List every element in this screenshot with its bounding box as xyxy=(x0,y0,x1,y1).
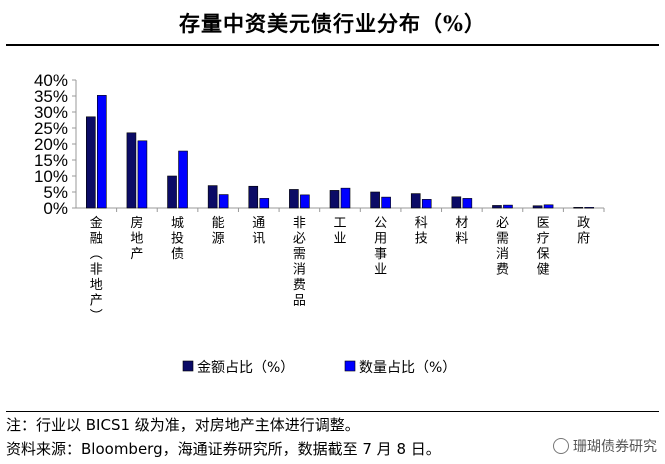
y-tick-label: 35% xyxy=(34,87,68,106)
x-tick-label: 通讯 xyxy=(252,216,265,247)
watermark-text: 珊瑚债券研究 xyxy=(573,439,657,455)
bar-count xyxy=(300,194,310,209)
y-tick-label: 25% xyxy=(34,119,68,138)
x-tick-label: 公用事业 xyxy=(374,216,387,278)
bar-amount xyxy=(207,185,218,209)
bar-chart: 0%5%10%15%20%25%30%35%40% 金融︵非地产︶ 房地产 城投债 能… xyxy=(34,71,605,376)
y-tick-label: 5% xyxy=(43,183,68,202)
x-tick-label: 城投债 xyxy=(171,216,184,262)
bar-count xyxy=(462,198,473,209)
y-tick-label: 40% xyxy=(34,71,68,90)
bar-count xyxy=(381,196,391,209)
bar-amount xyxy=(126,132,137,209)
x-tick-label: 房地产 xyxy=(130,215,143,262)
bar-count xyxy=(218,194,229,209)
bar-count xyxy=(97,95,107,209)
x-tick-label: 必需消费 xyxy=(496,216,509,278)
source-line: 资料来源：Bloomberg，海通证券研究所，数据截至 7 月 8 日。 xyxy=(6,440,441,458)
legend-label: 数量占比（%） xyxy=(359,360,456,376)
y-tick-label: 0% xyxy=(43,199,68,218)
bar-amount xyxy=(451,196,462,209)
y-tick-label: 10% xyxy=(34,167,68,186)
bar-count xyxy=(584,207,594,209)
bar-count xyxy=(178,150,188,209)
bar-amount xyxy=(329,190,340,209)
bar-count xyxy=(137,140,148,209)
x-tick-label: 金融︵非地产︶ xyxy=(90,215,103,324)
wechat-icon xyxy=(553,438,569,454)
bar-count xyxy=(340,187,351,209)
x-tick-label: 科技 xyxy=(415,216,428,247)
axes: 0%5%10%15%20%25%30%35%40% xyxy=(34,71,605,218)
bar-amount xyxy=(410,193,421,209)
chart-title: 存量中资美元债行业分布（%） xyxy=(179,11,486,36)
bar-amount xyxy=(532,205,543,209)
bar-count xyxy=(503,204,513,209)
bar-count xyxy=(259,198,270,209)
bar-count xyxy=(421,199,432,209)
bar-amount xyxy=(573,207,583,209)
legend-swatch xyxy=(344,360,356,372)
x-tick-label: 能源 xyxy=(212,216,225,247)
x-tick-label: 医疗保健 xyxy=(537,216,550,278)
x-tick-label: 非必需消费品 xyxy=(293,216,306,309)
watermark: 珊瑚债券研究 xyxy=(553,436,657,456)
bar-amount xyxy=(248,185,259,209)
bar-amount xyxy=(289,189,299,209)
legend-swatch xyxy=(182,360,194,372)
bar-amount xyxy=(167,175,177,209)
y-tick-label: 15% xyxy=(34,151,68,170)
x-tick-label: 政府 xyxy=(577,216,590,247)
bottom-rule xyxy=(6,411,659,412)
x-tick-label: 工业 xyxy=(333,216,346,247)
bar-amount xyxy=(86,116,96,209)
x-tick-label: 材料 xyxy=(455,216,468,247)
top-rule xyxy=(6,44,659,46)
bar-amount xyxy=(492,205,502,209)
legend-label: 金额占比（%） xyxy=(197,360,294,376)
bar-amount xyxy=(370,191,380,209)
bars xyxy=(86,95,594,209)
bar-count xyxy=(543,204,554,209)
footnote: 注：行业以 BICS1 级为准，对房地产主体进行调整。 xyxy=(6,416,360,434)
y-tick-label: 20% xyxy=(34,135,68,154)
legend: 金额占比（%） 数量占比（%） xyxy=(182,360,456,376)
y-tick-label: 30% xyxy=(34,103,68,122)
